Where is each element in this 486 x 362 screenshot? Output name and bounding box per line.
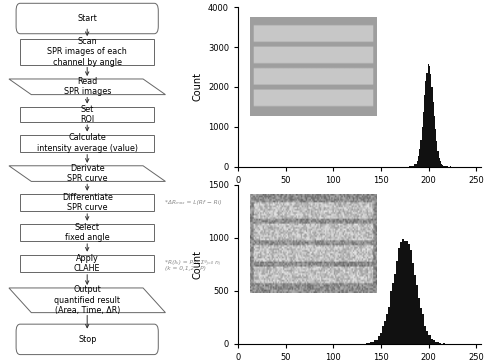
Bar bbox=[418, 156, 419, 167]
Bar bbox=[372, 342, 374, 344]
Bar bbox=[20, 135, 154, 152]
Bar bbox=[20, 224, 154, 241]
Bar bbox=[441, 164, 442, 167]
Bar bbox=[436, 141, 437, 167]
Y-axis label: Count: Count bbox=[192, 72, 203, 101]
Bar bbox=[402, 239, 404, 344]
Bar bbox=[368, 343, 370, 344]
Text: Apply
CLAHE: Apply CLAHE bbox=[74, 253, 101, 273]
Bar bbox=[382, 327, 384, 344]
Bar bbox=[431, 338, 433, 344]
Bar bbox=[20, 39, 154, 64]
Bar bbox=[437, 151, 438, 167]
Bar bbox=[398, 248, 400, 344]
Polygon shape bbox=[9, 166, 165, 181]
Bar bbox=[394, 274, 396, 344]
Polygon shape bbox=[9, 79, 165, 94]
Bar bbox=[433, 340, 434, 344]
FancyBboxPatch shape bbox=[16, 324, 158, 355]
Bar bbox=[412, 263, 414, 344]
Bar bbox=[404, 241, 406, 344]
Bar bbox=[434, 116, 435, 167]
Bar bbox=[396, 261, 398, 344]
Bar bbox=[420, 308, 422, 344]
Bar bbox=[427, 331, 429, 344]
Bar bbox=[390, 291, 392, 344]
Bar bbox=[427, 73, 428, 167]
Bar bbox=[424, 326, 427, 344]
Y-axis label: Count: Count bbox=[192, 250, 203, 279]
Bar bbox=[20, 106, 154, 122]
Bar bbox=[418, 298, 420, 344]
Bar bbox=[419, 149, 420, 167]
Bar bbox=[388, 307, 390, 344]
Bar bbox=[424, 96, 425, 167]
Text: Calculate
intensity average (value): Calculate intensity average (value) bbox=[36, 134, 138, 153]
Text: Output
quantified result
(Area, Time, ΔR): Output quantified result (Area, Time, ΔR… bbox=[54, 285, 120, 315]
Bar bbox=[417, 285, 418, 344]
X-axis label: Value: Value bbox=[346, 190, 373, 200]
Text: *ΔRₘₐₓ = L(Rf − Ri): *ΔRₘₐₓ = L(Rf − Ri) bbox=[165, 200, 222, 205]
Bar bbox=[422, 314, 424, 344]
Bar bbox=[392, 283, 394, 344]
Bar bbox=[370, 342, 372, 344]
Bar bbox=[429, 334, 431, 344]
Bar bbox=[425, 81, 427, 167]
Polygon shape bbox=[9, 288, 165, 313]
Text: Set
ROI: Set ROI bbox=[80, 105, 94, 124]
Bar bbox=[406, 241, 408, 344]
Bar bbox=[408, 244, 410, 344]
Bar bbox=[374, 340, 376, 344]
Bar bbox=[440, 161, 441, 167]
Text: Differentiate
SPR curve: Differentiate SPR curve bbox=[62, 193, 113, 212]
Text: Read
SPR images: Read SPR images bbox=[64, 77, 111, 97]
Bar bbox=[438, 158, 440, 167]
Bar bbox=[443, 166, 445, 167]
Text: Start: Start bbox=[77, 14, 97, 23]
Bar bbox=[380, 333, 382, 344]
Bar bbox=[428, 64, 429, 167]
Bar bbox=[430, 75, 432, 167]
Bar bbox=[376, 340, 378, 344]
Bar bbox=[384, 321, 386, 344]
Text: Derivate
SPR curve: Derivate SPR curve bbox=[67, 164, 107, 183]
Bar bbox=[420, 140, 421, 167]
Bar bbox=[417, 161, 418, 167]
Bar bbox=[436, 342, 438, 344]
Bar bbox=[442, 165, 443, 167]
Bar bbox=[20, 194, 154, 211]
Text: *R(Iₖ) = P/n Σᶢⱼ₌₀ nⱼ
(k = 0,1,2…P): *R(Iₖ) = P/n Σᶢⱼ₌₀ nⱼ (k = 0,1,2…P) bbox=[165, 260, 220, 271]
Bar bbox=[434, 342, 436, 344]
Bar bbox=[432, 87, 433, 167]
Bar bbox=[429, 66, 430, 167]
Bar bbox=[413, 166, 414, 167]
Bar bbox=[416, 164, 417, 167]
Bar bbox=[438, 343, 441, 344]
Bar bbox=[400, 243, 402, 344]
Bar bbox=[414, 275, 417, 344]
Bar bbox=[378, 336, 380, 344]
Bar bbox=[423, 112, 424, 167]
Text: Scan
SPR images of each
channel by angle: Scan SPR images of each channel by angle bbox=[47, 37, 127, 67]
Bar bbox=[386, 314, 388, 344]
Bar bbox=[433, 102, 434, 167]
Bar bbox=[421, 127, 423, 167]
Bar bbox=[435, 130, 436, 167]
Text: Select
fixed angle: Select fixed angle bbox=[65, 223, 109, 242]
FancyBboxPatch shape bbox=[16, 3, 158, 34]
Bar bbox=[414, 164, 416, 167]
Text: Stop: Stop bbox=[78, 335, 96, 344]
Bar bbox=[410, 250, 412, 344]
Bar bbox=[20, 254, 154, 272]
